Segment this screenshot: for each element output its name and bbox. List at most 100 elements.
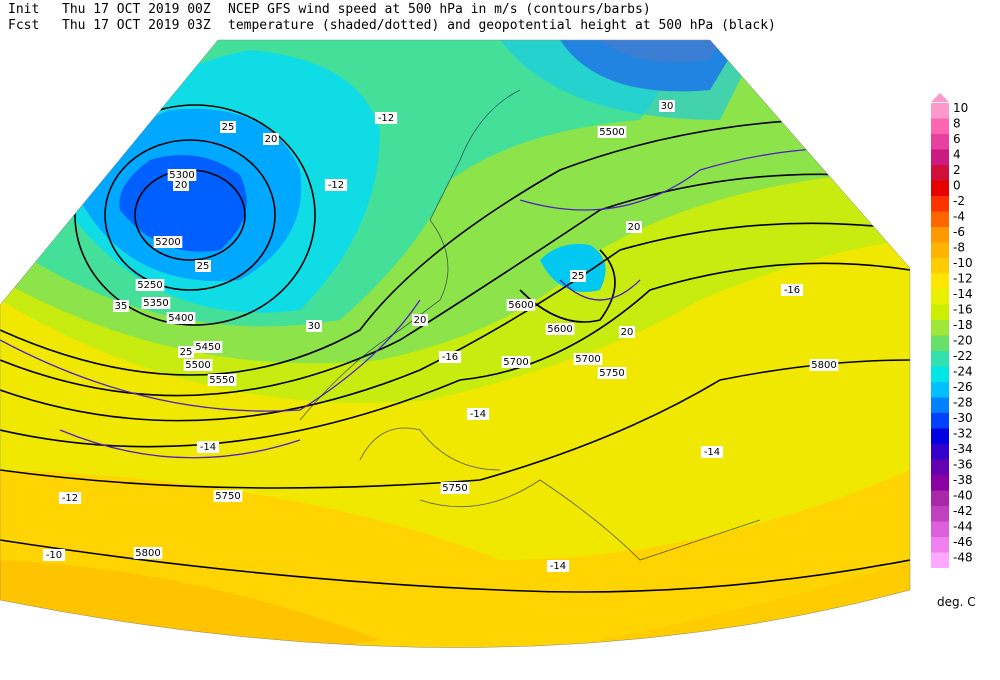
map-label-bg [263,133,279,145]
map-label: -14 [470,409,486,420]
map-label: 5600 [508,300,533,311]
map-label-bg [780,284,804,296]
legend-label: -10 [953,256,973,270]
map-label-bg [213,490,243,502]
legend-label: 6 [953,132,961,146]
map-label-bg [466,408,490,420]
legend-swatch [931,196,949,212]
legend-label: -38 [953,473,973,487]
legend-swatch [931,366,949,382]
legend-swatch [931,428,949,444]
map-label: 35 [115,301,128,312]
map-label: 5400 [168,313,193,324]
map-label: 25 [572,271,585,282]
map-label: 5450 [195,342,220,353]
map-label: 5750 [442,483,467,494]
map-label: -16 [442,352,458,363]
legend-label: -8 [953,241,965,255]
legend-label: -32 [953,427,973,441]
map-label: 30 [661,101,674,112]
map-label: 5200 [155,237,180,248]
map-label: 20 [265,134,278,145]
legend-swatch [931,227,949,243]
legend-label: 10 [953,101,968,115]
map-label-bg [573,353,603,365]
legend-swatch [931,273,949,289]
legend-swatch [931,382,949,398]
map-label-bg [501,356,531,368]
init-label: Init [8,2,39,17]
legend-swatch [931,304,949,320]
legend-label: -2 [953,194,965,208]
map-label: -14 [200,442,216,453]
legend-label: -18 [953,318,973,332]
legend-label: -20 [953,334,973,348]
map-label: 20 [621,327,634,338]
legend-swatch [931,242,949,258]
legend-swatch [931,103,949,119]
map-label: 30 [308,321,321,332]
map-label: -12 [328,180,344,191]
legend-swatch [931,165,949,181]
map-label: 5350 [143,298,168,309]
legend-swatch [931,397,949,413]
map-label: 25 [197,261,210,272]
map-label-bg [183,359,213,371]
map-label-bg [597,367,627,379]
map-label-bg [113,300,129,312]
map-label: -12 [62,493,78,504]
fcst-time: Thu 17 OCT 2019 03Z [62,18,211,33]
map-label-bg [659,100,675,112]
map-label: -10 [46,550,62,561]
map-label-bg [440,482,470,494]
legend-swatch [931,413,949,429]
legend-swatch [931,459,949,475]
map-border [0,39,911,648]
legend-arrow [931,93,949,102]
map-label-bg [220,121,236,133]
map-label: 5500 [185,360,210,371]
legend-swatch [931,149,949,165]
map-label: 5800 [135,548,160,559]
legend-label: -44 [953,520,973,534]
map-label-bg [374,112,398,124]
legend-swatch [931,490,949,506]
legend-label: -36 [953,458,973,472]
legend-label: 4 [953,148,961,162]
map-label: -12 [378,113,394,124]
map-label-bg [207,374,237,386]
map-label: 5300 [169,170,194,181]
legend-label: -40 [953,489,973,503]
legend-label: -24 [953,365,973,379]
map-label: 5750 [599,368,624,379]
legend-label: -26 [953,380,973,394]
map-label-bg [626,221,642,233]
legend-swatch [931,351,949,367]
legend-label: -30 [953,411,973,425]
legend-label: -6 [953,225,965,239]
map-label-bg [195,260,211,272]
legend-swatch [931,289,949,305]
map-label: 25 [222,122,235,133]
legend-swatch [931,335,949,351]
legend-swatch [931,506,949,522]
map-label-bg [42,549,66,561]
legend-label: -16 [953,303,973,317]
map-label-bg [412,314,428,326]
legend-swatch [931,537,949,553]
fcst-label: Fcst [8,18,39,33]
map-label: 5550 [209,375,234,386]
map-label-bg [133,547,163,559]
map-label-bg [193,341,223,353]
legend-label: -12 [953,272,973,286]
legend-label: 2 [953,163,961,177]
map-label-bg [324,179,348,191]
legend-swatch [931,211,949,227]
map-label-bg [135,279,165,291]
title-line: NCEP GFS wind speed at 500 hPa in m/s (c… [228,2,651,17]
map-label-bg [545,323,575,335]
map-label: 5600 [547,324,572,335]
